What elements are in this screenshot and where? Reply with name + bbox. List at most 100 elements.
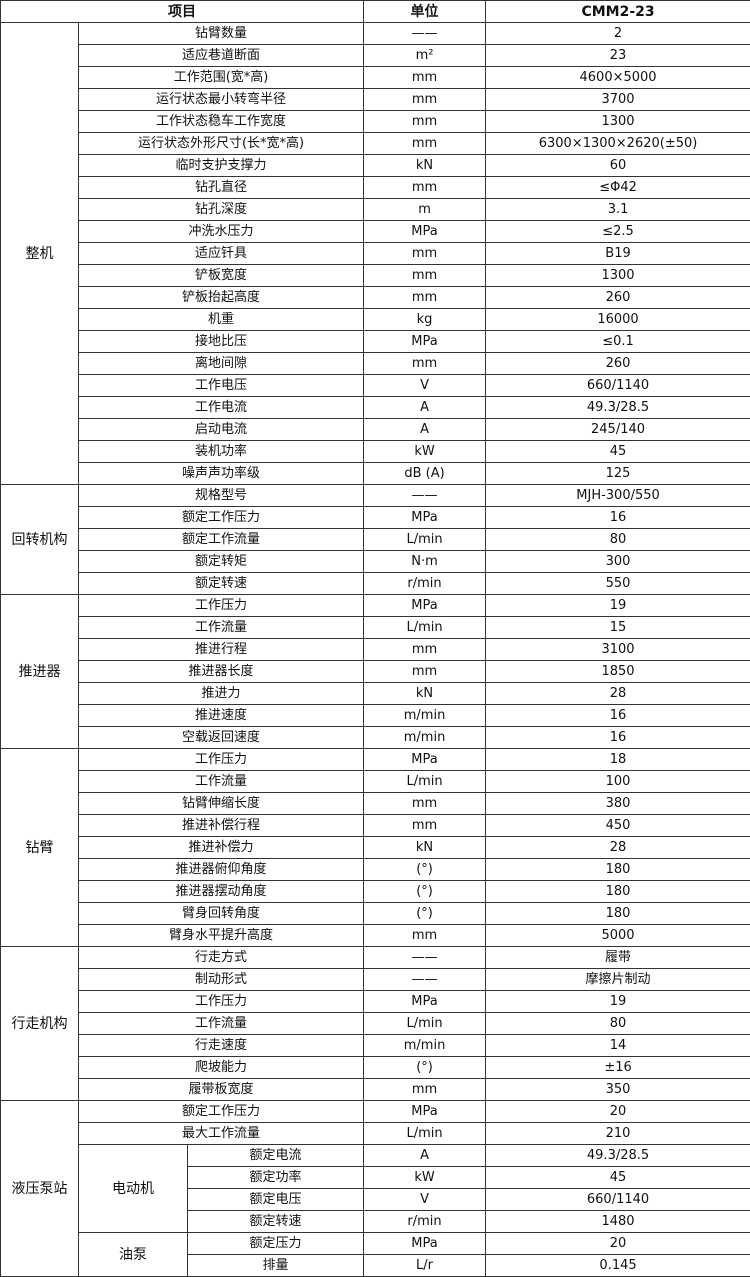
item-unit: kg — [364, 309, 486, 331]
item-unit: L/min — [364, 1123, 486, 1145]
item-unit: L/min — [364, 617, 486, 639]
item-unit: m/min — [364, 727, 486, 749]
item-unit: mm — [364, 1079, 486, 1101]
item-unit: mm — [364, 111, 486, 133]
item-value: 16000 — [486, 309, 750, 331]
item-value: 5000 — [486, 925, 750, 947]
item-name: 额定工作压力 — [79, 507, 364, 529]
item-name: 适应钎具 — [79, 243, 364, 265]
item-name: 钻臂数量 — [79, 23, 364, 45]
item-unit: MPa — [364, 507, 486, 529]
item-value: 45 — [486, 441, 750, 463]
item-unit: mm — [364, 133, 486, 155]
item-name: 工作压力 — [79, 595, 364, 617]
item-name: 工作压力 — [79, 749, 364, 771]
item-name: 额定转矩 — [79, 551, 364, 573]
item-name: 工作状态稳车工作宽度 — [79, 111, 364, 133]
group-label: 液压泵站 — [1, 1101, 79, 1277]
header-unit: 单位 — [364, 1, 486, 23]
item-value: 15 — [486, 617, 750, 639]
item-value: 28 — [486, 837, 750, 859]
table-row: 回转机构规格型号——MJH-300/550 — [1, 485, 750, 507]
item-name: 爬坡能力 — [79, 1057, 364, 1079]
item-value: 49.3/28.5 — [486, 1145, 750, 1167]
item-value: 660/1140 — [486, 1189, 750, 1211]
item-unit: m/min — [364, 1035, 486, 1057]
item-name: 制动形式 — [79, 969, 364, 991]
subgroup-label: 电动机 — [79, 1145, 188, 1233]
item-unit: (°) — [364, 881, 486, 903]
item-name: 推进力 — [79, 683, 364, 705]
item-name: 额定工作流量 — [79, 529, 364, 551]
item-value: 450 — [486, 815, 750, 837]
item-name: 额定功率 — [188, 1167, 364, 1189]
group-label: 回转机构 — [1, 485, 79, 595]
item-name: 噪声声功率级 — [79, 463, 364, 485]
item-name: 推进器摆动角度 — [79, 881, 364, 903]
item-unit: kN — [364, 683, 486, 705]
item-name: 钻孔直径 — [79, 177, 364, 199]
item-value: B19 — [486, 243, 750, 265]
table-row: 制动形式——摩擦片制动 — [1, 969, 750, 991]
item-value: 3.1 — [486, 199, 750, 221]
item-value: 14 — [486, 1035, 750, 1057]
item-name: 空载返回速度 — [79, 727, 364, 749]
item-value: 0.145 — [486, 1255, 750, 1277]
item-name: 履带板宽度 — [79, 1079, 364, 1101]
item-value: 1300 — [486, 111, 750, 133]
item-unit: L/min — [364, 529, 486, 551]
item-unit: m — [364, 199, 486, 221]
group-label: 推进器 — [1, 595, 79, 749]
item-unit: m² — [364, 45, 486, 67]
item-name: 臂身水平提升高度 — [79, 925, 364, 947]
item-value: 180 — [486, 881, 750, 903]
item-name: 最大工作流量 — [79, 1123, 364, 1145]
item-value: 210 — [486, 1123, 750, 1145]
group-label: 行走机构 — [1, 947, 79, 1101]
item-unit: L/min — [364, 771, 486, 793]
table-row: 推进器俯仰角度(°)180 — [1, 859, 750, 881]
item-unit: kN — [364, 837, 486, 859]
item-value: 20 — [486, 1101, 750, 1123]
item-value: 80 — [486, 529, 750, 551]
item-unit: —— — [364, 969, 486, 991]
item-unit: mm — [364, 661, 486, 683]
header-item: 项目 — [1, 1, 364, 23]
item-name: 钻孔深度 — [79, 199, 364, 221]
item-value: ±16 — [486, 1057, 750, 1079]
item-unit: N·m — [364, 551, 486, 573]
item-value: ≤2.5 — [486, 221, 750, 243]
item-unit: MPa — [364, 1233, 486, 1255]
item-name: 铲板抬起高度 — [79, 287, 364, 309]
item-name: 额定转速 — [79, 573, 364, 595]
table-row: 臂身回转角度(°)180 — [1, 903, 750, 925]
item-value: 16 — [486, 727, 750, 749]
item-value: 550 — [486, 573, 750, 595]
item-value: ≤Φ42 — [486, 177, 750, 199]
item-value: 20 — [486, 1233, 750, 1255]
item-value: 300 — [486, 551, 750, 573]
